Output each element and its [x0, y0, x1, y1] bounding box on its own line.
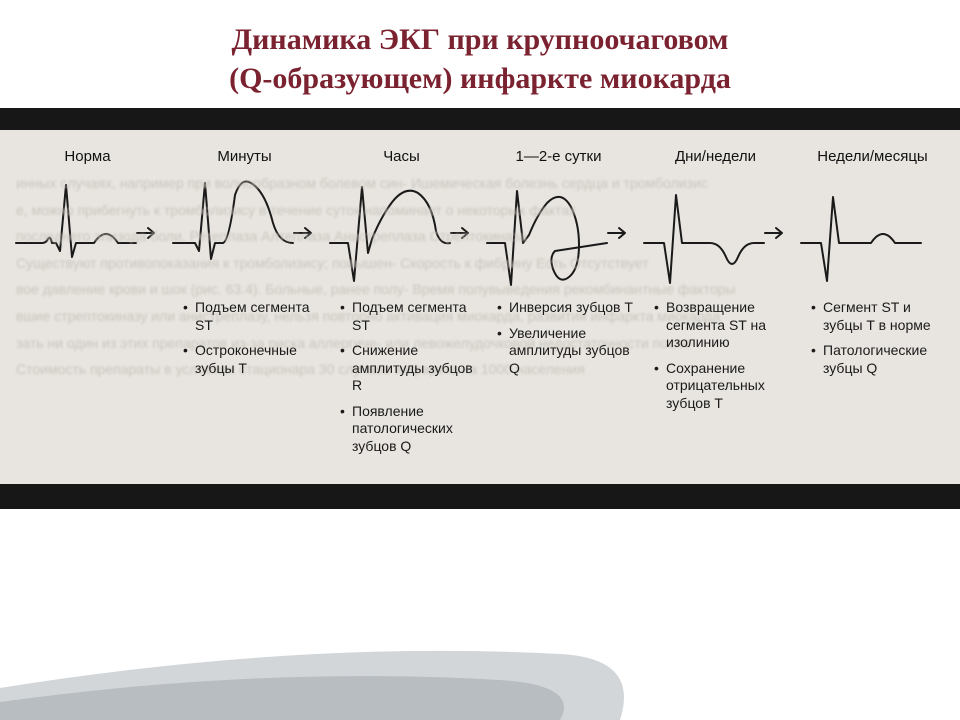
ecg-stages-row: Норма Минуты Подъем сегмента ST Остроконечн… [12, 148, 948, 463]
slide-title: Динамика ЭКГ при крупноочаговом (Q-образ… [0, 0, 960, 108]
stage-bullet-item: Патологические зубцы Q [811, 342, 948, 377]
stage-bullet-item: Возвращение сегмента ST на изолинию [654, 299, 791, 352]
stage-bullets: Подъем сегмента ST Остроконечные зубцы T [169, 299, 320, 385]
arrow-right-icon [450, 225, 474, 241]
stage-bullet-item: Остроконечные зубцы T [183, 342, 320, 377]
arrow-right-icon [607, 225, 631, 241]
divider-band-bottom [0, 487, 960, 509]
arrow-right-icon [764, 225, 788, 241]
stage-wave-row [12, 173, 163, 293]
stage-label: Часы [383, 148, 420, 165]
ecg-waveform-hours [326, 173, 454, 293]
ecg-figure: инных случаях, например при волнообразно… [0, 130, 960, 487]
stage-wave-row [797, 173, 948, 293]
stage-bullets: Возвращение сегмента ST на изолинию Сохра… [640, 299, 791, 420]
title-line2: (Q-образующем) инфаркте миокарда [229, 62, 731, 95]
stage-bullet-item: Снижение амплитуды зубцов R [340, 342, 477, 395]
stage-label: Норма [64, 148, 110, 165]
arrow-right-icon [293, 225, 317, 241]
stage-bullets: Сегмент ST и зубцы T в норме Патологическ… [797, 299, 948, 385]
divider-band-top [0, 108, 960, 130]
stage-bullet-item: Появление патологических зубцов Q [340, 403, 477, 456]
stage-daysweeks: Дни/недели Возвращение сегмента ST на изо… [640, 148, 791, 420]
stage-bullet-item: Инверсия зубцов T [497, 299, 634, 317]
decorative-swoosh [0, 610, 960, 720]
stage-bullet-item: Увеличение амплитуды зубцов Q [497, 325, 634, 378]
stage-bullets: Инверсия зубцов T Увеличение амплитуды зу… [483, 299, 634, 385]
stage-bullet-item: Сегмент ST и зубцы T в норме [811, 299, 948, 334]
ecg-waveform-minutes [169, 173, 297, 293]
ecg-waveform-weeksmonths [797, 173, 925, 293]
stage-bullet-item: Подъем сегмента ST [340, 299, 477, 334]
stage-weeksmonths: Недели/месяцы Сегмент ST и зубцы T в норм… [797, 148, 948, 385]
stage-bullets: Подъем сегмента ST Снижение амплитуды зуб… [326, 299, 477, 463]
stage-bullet-item: Подъем сегмента ST [183, 299, 320, 334]
stage-bullet-item: Сохранение отрицательных зубцов T [654, 360, 791, 413]
stage-norma: Норма [12, 148, 163, 299]
ecg-waveform-daysweeks [640, 173, 768, 293]
stage-label: 1—2-е сутки [515, 148, 601, 165]
stage-hours: Часы Подъем сегмента ST Снижение амплитуды… [326, 148, 477, 463]
stage-days12: 1—2-е сутки Инверсия зубцов T Увеличение а… [483, 148, 634, 385]
ecg-waveform-norma [12, 173, 140, 293]
title-line1: Динамика ЭКГ при крупноочаговом [232, 23, 729, 56]
stage-wave-row [640, 173, 791, 293]
stage-label: Недели/месяцы [817, 148, 927, 165]
stage-label: Дни/недели [675, 148, 756, 165]
stage-wave-row [169, 173, 320, 293]
arrow-right-icon [136, 225, 160, 241]
ecg-waveform-days12 [483, 173, 611, 293]
stage-minutes: Минуты Подъем сегмента ST Остроконечные зу… [169, 148, 320, 385]
stage-label: Минуты [217, 148, 271, 165]
stage-wave-row [483, 173, 634, 293]
stage-wave-row [326, 173, 477, 293]
